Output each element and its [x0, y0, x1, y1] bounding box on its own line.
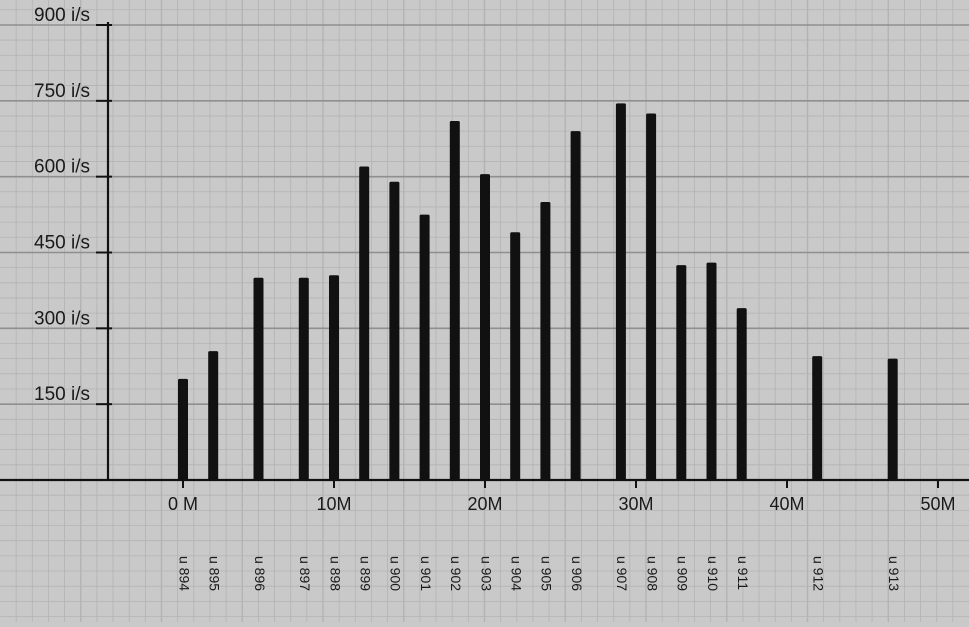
bar-label: u 903	[478, 556, 494, 591]
axes	[0, 22, 969, 488]
bar	[540, 201, 551, 480]
bars	[178, 103, 898, 481]
bar	[480, 174, 490, 480]
bar	[510, 232, 521, 480]
bar	[736, 308, 747, 480]
bar-label: u 912	[810, 556, 826, 591]
x-tick-labels: 0 M 10M 20M 30M 40M 50M	[168, 494, 956, 514]
y-tick-label: 450 i/s	[34, 233, 90, 254]
x-tick-label: 50M	[920, 494, 955, 514]
bar-label: u 897	[297, 556, 313, 591]
bar	[359, 166, 370, 481]
bar	[389, 181, 400, 480]
bar-label: u 905	[539, 556, 555, 591]
x-tick-label: 30M	[618, 494, 653, 514]
y-tick-label: 900 i/s	[34, 5, 90, 26]
bar-label: u 909	[675, 556, 691, 591]
x-tick-label: 10M	[316, 494, 351, 514]
bar-label: u 899	[357, 556, 373, 591]
bar-label: u 895	[206, 556, 222, 591]
bar	[329, 275, 339, 480]
bar-label: u 898	[327, 556, 343, 591]
bar	[676, 265, 687, 480]
bar	[419, 214, 430, 481]
y-tick-label: 150 i/s	[34, 384, 90, 405]
bar	[706, 262, 717, 480]
y-tick-labels: 150 i/s 300 i/s 450 i/s 600 i/s 750 i/s 900 i…	[34, 5, 90, 405]
y-tick-label: 750 i/s	[34, 81, 90, 102]
bar-label: u 907	[614, 556, 630, 591]
bar-label: u 908	[644, 556, 660, 591]
bar	[646, 113, 657, 480]
x-tick-label: 40M	[769, 494, 804, 514]
bar-label: u 910	[705, 556, 721, 591]
x-tick-label: 20M	[467, 494, 502, 514]
bar-label: u 900	[388, 556, 404, 591]
bar	[570, 131, 581, 480]
bar-label: u 894	[176, 556, 192, 591]
bar-label: u 896	[252, 556, 268, 591]
bar	[208, 351, 219, 480]
y-tick-label: 300 i/s	[34, 308, 90, 329]
bar	[449, 121, 460, 481]
bar-label: u 911	[735, 556, 751, 590]
bar-label: u 906	[569, 556, 585, 591]
bar	[253, 277, 264, 480]
bar-label: u 902	[448, 556, 464, 591]
bar	[615, 103, 626, 480]
y-tick-label: 600 i/s	[34, 157, 90, 178]
bar-label: u 901	[418, 556, 434, 591]
bar	[812, 356, 823, 480]
bar-labels: u 894 u 895 u 896 u 897 u 898 u 899 u 900 u 901…	[176, 556, 902, 591]
bar-label: u 904	[508, 556, 524, 591]
bar	[298, 277, 309, 480]
bar-label: u 913	[886, 556, 902, 591]
bar	[887, 358, 898, 480]
bar	[178, 378, 188, 480]
x-tick-label: 0 M	[168, 494, 198, 514]
